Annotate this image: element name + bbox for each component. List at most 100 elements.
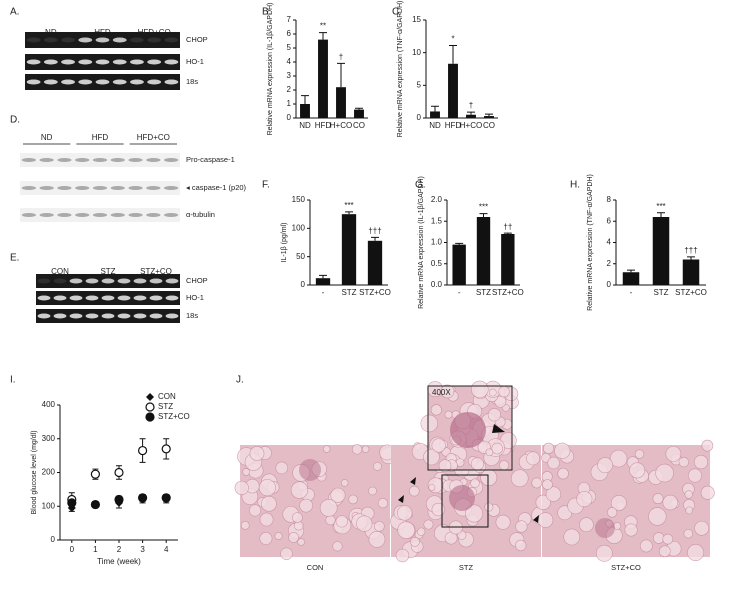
glomerulus	[449, 485, 475, 511]
tubule	[373, 461, 382, 471]
arrowhead	[533, 515, 539, 523]
gel-band	[75, 213, 90, 217]
gel-band	[147, 79, 162, 85]
gel-band	[53, 278, 67, 284]
error-bar	[455, 242, 464, 245]
tubule	[547, 456, 560, 470]
y-tick-label: 150	[292, 195, 306, 204]
gel-band	[95, 59, 110, 65]
gel-band	[117, 295, 131, 301]
y-axis-label: IL-1β (pg/ml)	[281, 223, 288, 263]
tubule	[610, 495, 627, 511]
gel-band	[78, 79, 93, 85]
gel-band	[128, 158, 143, 162]
legend-label: STZ+CO	[158, 412, 190, 421]
gel-band	[85, 313, 99, 319]
gel-band	[165, 278, 179, 284]
tubule	[639, 539, 653, 553]
bar	[318, 39, 328, 118]
tubule	[535, 494, 551, 511]
bar	[430, 111, 440, 118]
tubule	[377, 498, 388, 509]
x-tick-label: -	[458, 288, 461, 297]
tubule	[687, 468, 702, 483]
glomerulus	[299, 459, 321, 481]
tubule	[361, 445, 370, 453]
gel-band	[43, 37, 58, 43]
tubule	[499, 460, 510, 471]
y-tick-label: 0	[301, 280, 306, 289]
tubule	[655, 463, 674, 483]
band-label: 18s	[186, 77, 198, 86]
y-axis-label: Relative mRNA expression (IL-1β/GAPDH)	[418, 176, 425, 309]
bar	[452, 244, 466, 285]
gel-band	[128, 213, 143, 217]
band-label: CHOP	[186, 276, 208, 285]
gel-band	[92, 213, 108, 217]
tubule	[258, 479, 276, 497]
group-label: CON	[51, 267, 69, 276]
gel-band	[69, 278, 83, 284]
marker	[90, 499, 101, 510]
panel-label: C.	[392, 7, 402, 18]
gel-strip	[20, 153, 180, 167]
bar	[448, 63, 458, 118]
gel-band	[57, 186, 72, 190]
tubule	[678, 457, 689, 468]
y-tick-label: 50	[296, 252, 305, 261]
legend-label: STZ	[158, 402, 173, 411]
gel-band	[101, 295, 115, 301]
gel-band	[165, 313, 179, 319]
tubule	[438, 459, 452, 472]
tubule	[606, 507, 618, 518]
tubule	[579, 517, 594, 533]
tubule	[537, 512, 554, 528]
error-bar	[479, 213, 488, 217]
marker	[161, 493, 171, 503]
x-tick-label: HFD	[315, 121, 332, 130]
bar	[367, 240, 383, 285]
significance-mark: ***	[344, 201, 353, 210]
gel-band	[147, 59, 162, 65]
x-tick-label: STZ	[653, 288, 668, 297]
tubule	[356, 515, 373, 532]
tubule	[662, 494, 679, 511]
y-tick-label: 0	[417, 113, 422, 122]
tubule	[423, 448, 440, 466]
bar	[336, 87, 346, 118]
tubule	[322, 445, 331, 453]
x-tick-label: STZ+CO	[492, 288, 524, 297]
tubule	[685, 506, 694, 515]
tubule	[465, 504, 484, 523]
tubule	[368, 530, 386, 548]
gel-band	[133, 278, 147, 284]
gel-band	[92, 158, 108, 162]
x-tick-label: 1	[93, 545, 98, 554]
tubule	[542, 479, 553, 490]
gel-band	[53, 313, 67, 319]
x-axis-label: Time (week)	[97, 557, 141, 566]
tubule	[299, 498, 313, 513]
tubule	[242, 468, 251, 476]
tubule	[515, 520, 528, 533]
tubule	[684, 490, 693, 499]
tubule	[557, 467, 569, 480]
gel-band	[21, 186, 36, 190]
error-bar	[485, 113, 493, 117]
y-tick-label: 2.0	[431, 195, 443, 204]
gel-band	[26, 37, 41, 43]
tubule	[423, 519, 434, 530]
tubule	[484, 502, 494, 512]
x-tick-label: CO	[353, 121, 365, 130]
tubule	[319, 499, 338, 517]
gel-band	[101, 313, 115, 319]
tubule	[280, 547, 293, 560]
significance-mark: †††	[368, 227, 381, 236]
band-label: CHOP	[186, 35, 208, 44]
tubule	[595, 544, 613, 562]
gel-band	[37, 295, 51, 301]
band-label: α-tubulin	[186, 210, 215, 219]
tubule	[397, 521, 415, 540]
tubule	[234, 480, 249, 496]
gel-band	[43, 59, 58, 65]
